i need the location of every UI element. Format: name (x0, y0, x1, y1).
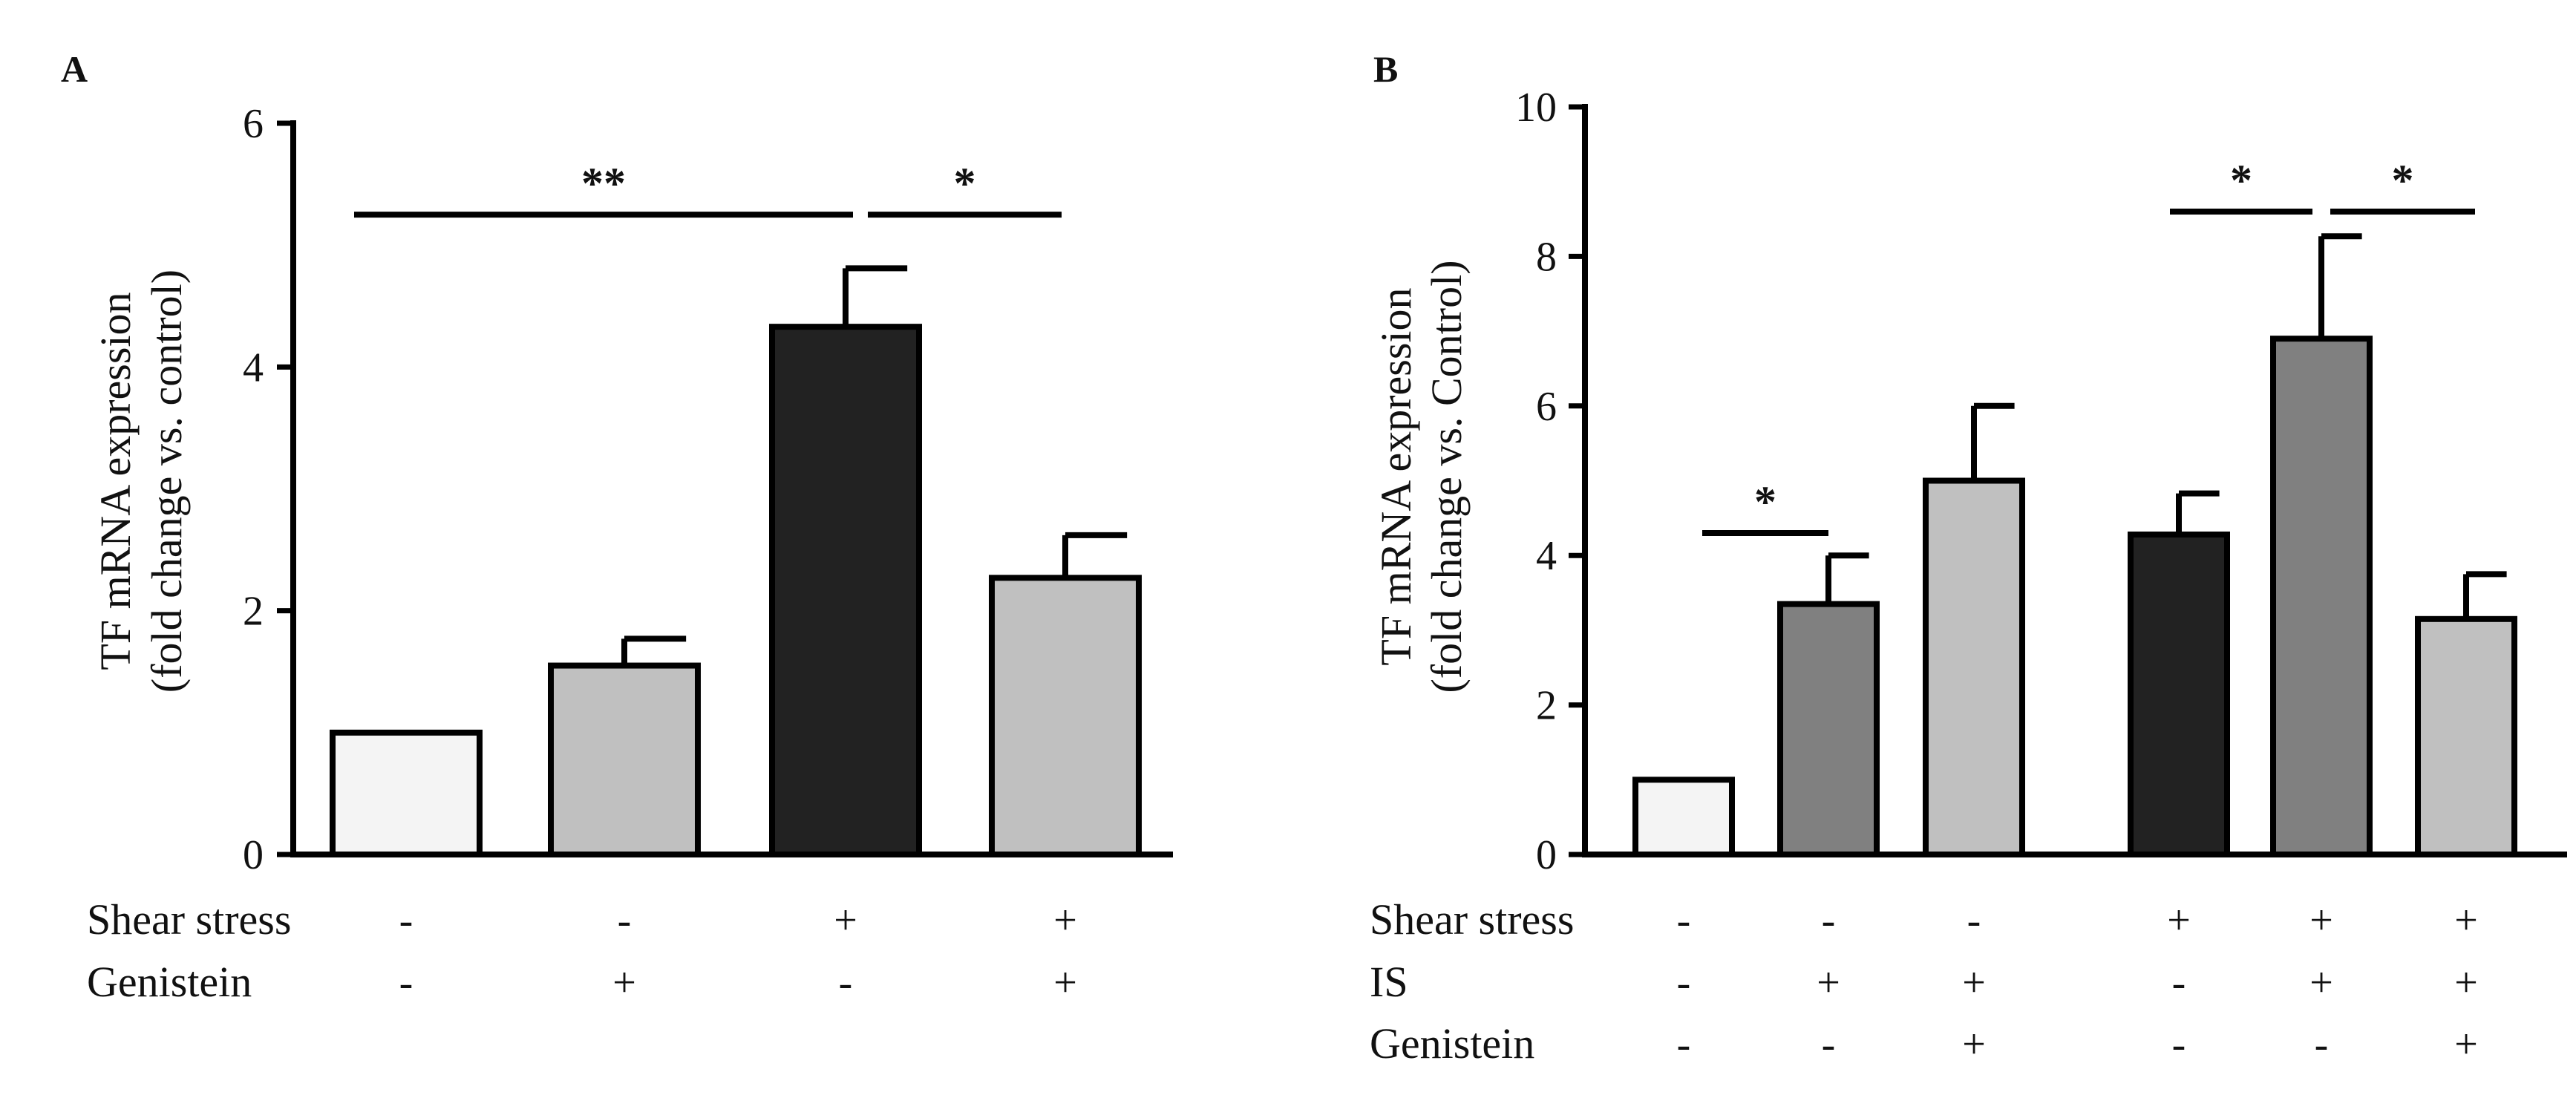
panel-a-condition-label-2: Genistein (87, 958, 252, 1006)
panel-b-significance-label-2: * (2230, 156, 2252, 205)
panel-a-ytick-label-3: 6 (243, 101, 264, 147)
panel-b-condition-1-sign-4: + (2167, 898, 2191, 944)
panel-a-condition-1-sign-2: - (618, 898, 632, 944)
panel-b-significance-label-3: * (2392, 156, 2414, 205)
panel-b-bar-2 (1777, 601, 1880, 858)
panel-b-ylabel-line2: (fold change vs. Control) (1422, 260, 1471, 693)
panel-a-condition-2-sign-3: - (839, 960, 853, 1006)
panel-a-ytick-label-1: 2 (243, 589, 264, 635)
panel-b-bar-5 (2270, 336, 2373, 858)
panel-b-ytick-label-2: 4 (1536, 533, 1557, 579)
panel-b-bar-3 (1923, 477, 2025, 857)
panel-b-condition-2-sign-3: + (1962, 960, 1986, 1006)
panel-a-conditions: Shear stress - - + + Genistein - + - + (87, 895, 1077, 1006)
panel-b-condition-1-sign-2: - (1822, 898, 1836, 944)
panel-a-bar-4 (989, 575, 1142, 857)
panel-b-ytick-label-0: 0 (1536, 832, 1557, 878)
panel-b-condition-1-sign-6: + (2454, 898, 2478, 944)
panel-b-condition-3-sign-5: - (2315, 1022, 2329, 1068)
panel-b: B TF mRNA expression (fold change vs. Co… (1370, 48, 2567, 1068)
panel-b-condition-2-sign-1: - (1677, 960, 1691, 1006)
panel-b-letter: B (1373, 48, 1398, 90)
panel-b-condition-3-sign-4: - (2172, 1022, 2186, 1068)
panel-a-condition-label-1: Shear stress (87, 895, 291, 944)
panel-b-condition-2-sign-5: + (2309, 960, 2333, 1006)
panel-b-ytick-label-3: 6 (1536, 384, 1557, 430)
panel-b-condition-3-sign-3: + (1962, 1022, 1986, 1068)
panel-a-condition-2-sign-1: - (399, 960, 413, 1006)
panel-a-ytick-label-0: 0 (243, 832, 264, 878)
panel-b-ylabel-line1: TF mRNA expression (1372, 287, 1420, 665)
panel-b-condition-label-3: Genistein (1370, 1019, 1534, 1068)
panel-a-letter: A (61, 48, 88, 90)
panel-b-condition-3-sign-6: + (2454, 1022, 2478, 1068)
panel-a-bar-1 (330, 729, 483, 857)
panel-b-ytick-label-1: 2 (1536, 683, 1557, 729)
panel-b-condition-3-sign-2: - (1822, 1022, 1836, 1068)
panel-b-ytick-label-4: 8 (1536, 234, 1557, 280)
panel-a: A TF mRNA expression (fold change vs. co… (61, 48, 1173, 1006)
panel-a-condition-2-sign-2: + (612, 960, 636, 1006)
panel-b-condition-2-sign-2: + (1817, 960, 1840, 1006)
panel-a-bar-2 (548, 662, 701, 858)
panel-b-conditions: Shear stress - - - + + + IS - + + - + + Genistein - - + - -… (1370, 895, 2478, 1068)
panel-b-condition-label-1: Shear stress (1370, 895, 1574, 944)
panel-b-condition-1-sign-5: + (2309, 898, 2333, 944)
panel-b-condition-1-sign-3: - (1967, 898, 1981, 944)
panel-b-condition-2-sign-6: + (2454, 960, 2478, 1006)
panel-a-condition-1-sign-3: + (834, 898, 857, 944)
panel-a-ytick-label-2: 4 (243, 344, 264, 390)
panel-a-significance-label-2: * (954, 159, 976, 208)
panel-b-ytick-label-5: 10 (1515, 85, 1557, 131)
panel-b-bar-6 (2415, 615, 2517, 857)
panel-a-condition-1-sign-1: - (399, 898, 413, 944)
panel-b-significance-label-1: * (1754, 477, 1776, 526)
panel-a-bar-3 (769, 324, 922, 857)
panel-b-bar-1 (1632, 777, 1735, 858)
panel-b-condition-2-sign-4: - (2172, 960, 2186, 1006)
panel-b-condition-3-sign-1: - (1677, 1022, 1691, 1068)
panel-a-condition-1-sign-4: + (1053, 898, 1077, 944)
panel-a-significance-label-1: ** (581, 159, 626, 208)
panel-b-condition-label-2: IS (1370, 958, 1408, 1006)
panel-a-ylabel-line1: TF mRNA expression (91, 292, 140, 670)
panel-b-plot: 0 2 4 6 8 10 * * * (1515, 85, 2567, 878)
panel-a-condition-2-sign-4: + (1053, 960, 1077, 1006)
panel-b-condition-1-sign-1: - (1677, 898, 1691, 944)
panel-a-ylabel-line2: (fold change vs. control) (143, 269, 191, 693)
panel-b-bar-4 (2128, 532, 2230, 858)
